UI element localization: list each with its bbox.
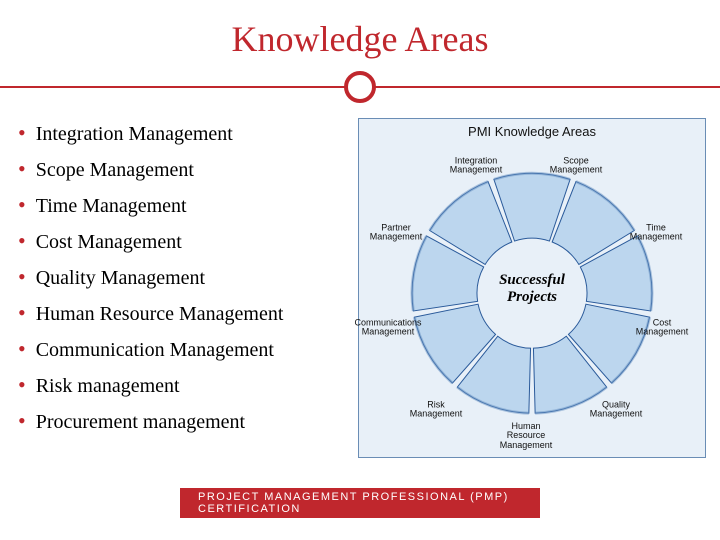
list-item: • Quality Management bbox=[18, 266, 358, 290]
list-item-text: Cost Management bbox=[36, 230, 182, 254]
segment-label: Communications Management bbox=[353, 319, 423, 338]
diagram-panel: PMI Knowledge Areas Successful Projects … bbox=[358, 118, 706, 458]
diagram-center-label: Successful Projects bbox=[499, 272, 565, 305]
list-item: • Cost Management bbox=[18, 230, 358, 254]
content-row: • Integration Management • Scope Managemen… bbox=[0, 118, 720, 458]
diagram-title: PMI Knowledge Areas bbox=[358, 124, 706, 139]
list-item: • Procurement management bbox=[18, 410, 358, 434]
bullet-icon: • bbox=[18, 122, 26, 144]
list-item-text: Scope Management bbox=[36, 158, 194, 182]
segment-label: Time Management bbox=[621, 224, 691, 243]
list-item: • Integration Management bbox=[18, 122, 358, 146]
segment-label: Human Resource Management bbox=[491, 422, 561, 450]
list-item: • Scope Management bbox=[18, 158, 358, 182]
segment-label: Cost Management bbox=[627, 319, 697, 338]
bullet-icon: • bbox=[18, 338, 26, 360]
segment-label: Quality Management bbox=[581, 401, 651, 420]
list-item: • Time Management bbox=[18, 194, 358, 218]
center-line2: Projects bbox=[507, 289, 557, 305]
title-divider bbox=[0, 68, 720, 108]
segment-label: Risk Management bbox=[401, 401, 471, 420]
bullet-icon: • bbox=[18, 194, 26, 216]
center-line1: Successful bbox=[499, 272, 565, 288]
list-item-text: Time Management bbox=[36, 194, 187, 218]
divider-circle-icon bbox=[344, 71, 376, 103]
bullet-icon: • bbox=[18, 302, 26, 324]
segment-label: Partner Management bbox=[361, 224, 431, 243]
list-item: • Communication Management bbox=[18, 338, 358, 362]
page-title: Knowledge Areas bbox=[0, 0, 720, 68]
footer-bar: PROJECT MANAGEMENT PROFESSIONAL (PMP) CE… bbox=[180, 488, 540, 518]
segment-label: Scope Management bbox=[541, 157, 611, 176]
bullet-icon: • bbox=[18, 410, 26, 432]
bullet-icon: • bbox=[18, 158, 26, 180]
list-item-text: Risk management bbox=[36, 374, 180, 398]
bullet-list: • Integration Management • Scope Managemen… bbox=[18, 118, 358, 458]
bullet-icon: • bbox=[18, 230, 26, 252]
list-item-text: Integration Management bbox=[36, 122, 233, 146]
segment-label: Integration Management bbox=[441, 157, 511, 176]
bullet-icon: • bbox=[18, 266, 26, 288]
list-item: • Human Resource Management bbox=[18, 302, 358, 326]
list-item-text: Quality Management bbox=[36, 266, 205, 290]
list-item-text: Procurement management bbox=[36, 410, 245, 434]
list-item: • Risk management bbox=[18, 374, 358, 398]
list-item-text: Communication Management bbox=[36, 338, 274, 362]
bullet-icon: • bbox=[18, 374, 26, 396]
list-item-text: Human Resource Management bbox=[36, 302, 284, 326]
